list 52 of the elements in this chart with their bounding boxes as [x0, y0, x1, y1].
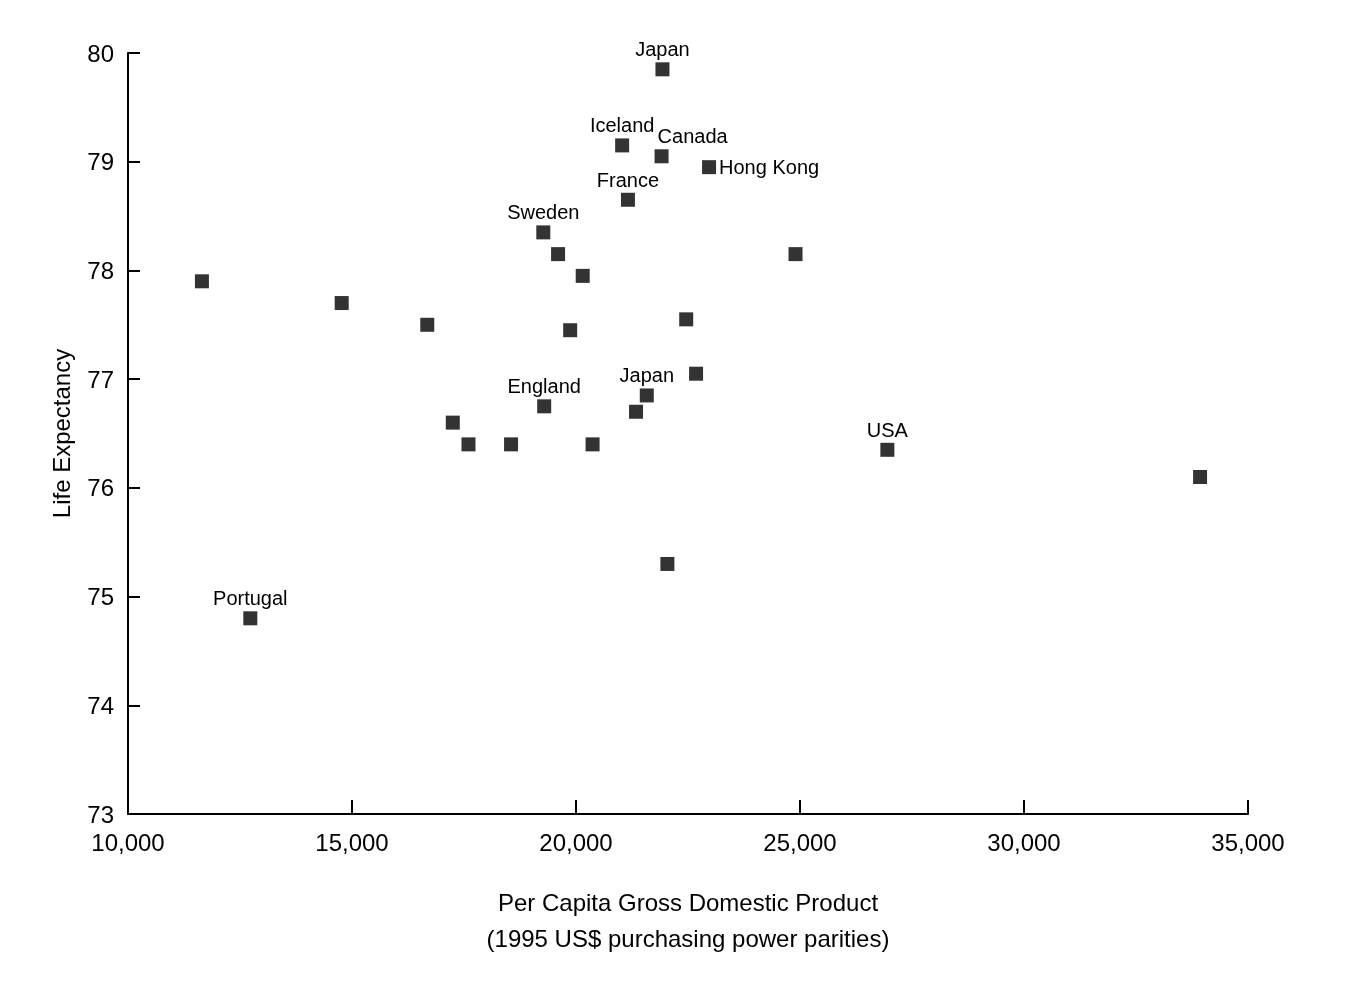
annotation: USA	[866, 418, 909, 441]
annotation: Hong Kong	[719, 156, 820, 179]
point	[536, 225, 551, 240]
y-tick-label: 79	[87, 148, 114, 176]
point	[615, 138, 630, 153]
y-tick-label: 78	[87, 256, 114, 284]
annotation: Japan	[619, 364, 675, 387]
x-tick-label: 15,000	[315, 828, 389, 856]
y-tick-label: 76	[87, 474, 114, 502]
point	[194, 274, 209, 289]
y-axis-title: Life Expectancy	[47, 348, 75, 519]
point	[629, 404, 644, 419]
point	[585, 437, 600, 452]
point	[537, 399, 552, 414]
annotation: Portugal	[213, 587, 288, 610]
y-tick-label: 77	[87, 365, 114, 393]
annotation: Japan	[635, 38, 690, 61]
annotation: France	[596, 168, 660, 191]
point	[420, 317, 435, 332]
point	[551, 247, 566, 262]
point	[655, 62, 670, 77]
point	[334, 296, 349, 311]
annotation: Iceland	[589, 114, 655, 137]
y-tick-label: 75	[87, 583, 114, 611]
point	[461, 437, 476, 452]
point	[880, 442, 895, 457]
point	[654, 149, 669, 164]
y-tick-label: 73	[87, 800, 114, 828]
point	[702, 160, 717, 175]
x-tick-label: 35,000	[1211, 828, 1285, 856]
y-tick-label: 74	[87, 691, 114, 719]
annotation: Canada	[657, 125, 729, 148]
point	[620, 192, 635, 207]
annotation: England	[507, 375, 581, 398]
x-tick-label: 25,000	[763, 828, 837, 856]
point	[788, 247, 803, 262]
point	[243, 611, 258, 626]
annotation: Sweden	[507, 201, 580, 224]
point	[639, 388, 654, 403]
point	[504, 437, 519, 452]
y-tick-label: 80	[87, 39, 114, 67]
x-tick-label: 30,000	[987, 828, 1061, 856]
x-tick-label: 10,000	[91, 828, 165, 856]
point	[1193, 469, 1208, 484]
point	[679, 312, 694, 327]
x-tick-label: 20,000	[539, 828, 613, 856]
point	[660, 556, 675, 571]
point	[445, 415, 460, 430]
point	[563, 323, 578, 338]
point	[689, 366, 704, 381]
x-axis-title: Per Capita Gross Domestic Product (1995 US$ purchasing power parities)	[486, 888, 890, 952]
point	[575, 268, 590, 283]
